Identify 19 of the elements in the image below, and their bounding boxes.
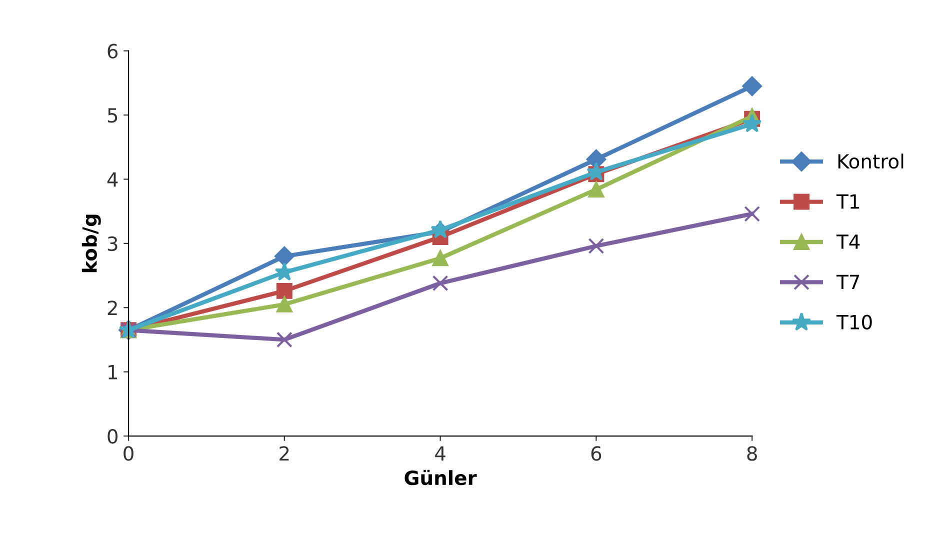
x-tick-label: 4 bbox=[435, 446, 446, 461]
y-tick-label: 1 bbox=[108, 365, 117, 380]
y-tick-label: 0 bbox=[108, 428, 118, 444]
x-tick-label: 0 bbox=[124, 446, 134, 461]
y-tick-label: 5 bbox=[108, 108, 118, 123]
y-tick-label: 4 bbox=[107, 172, 118, 187]
legend-label: T4 bbox=[836, 234, 860, 249]
y-tick-label: 6 bbox=[108, 44, 118, 58]
y-tick-label: 2 bbox=[108, 300, 117, 316]
x-tick-label: 6 bbox=[591, 446, 602, 461]
y-axis-title: kob/g bbox=[82, 214, 101, 272]
x-tick-label: 2 bbox=[280, 446, 289, 461]
legend-label: T1 bbox=[836, 194, 859, 209]
y-tick-label: 3 bbox=[108, 236, 118, 252]
legend-label: T7 bbox=[836, 274, 860, 289]
x-axis-title: Günler bbox=[404, 470, 477, 486]
legend-label: T10 bbox=[836, 314, 872, 330]
legend-label: Kontrol bbox=[838, 154, 904, 169]
x-tick-label: 8 bbox=[747, 446, 757, 461]
